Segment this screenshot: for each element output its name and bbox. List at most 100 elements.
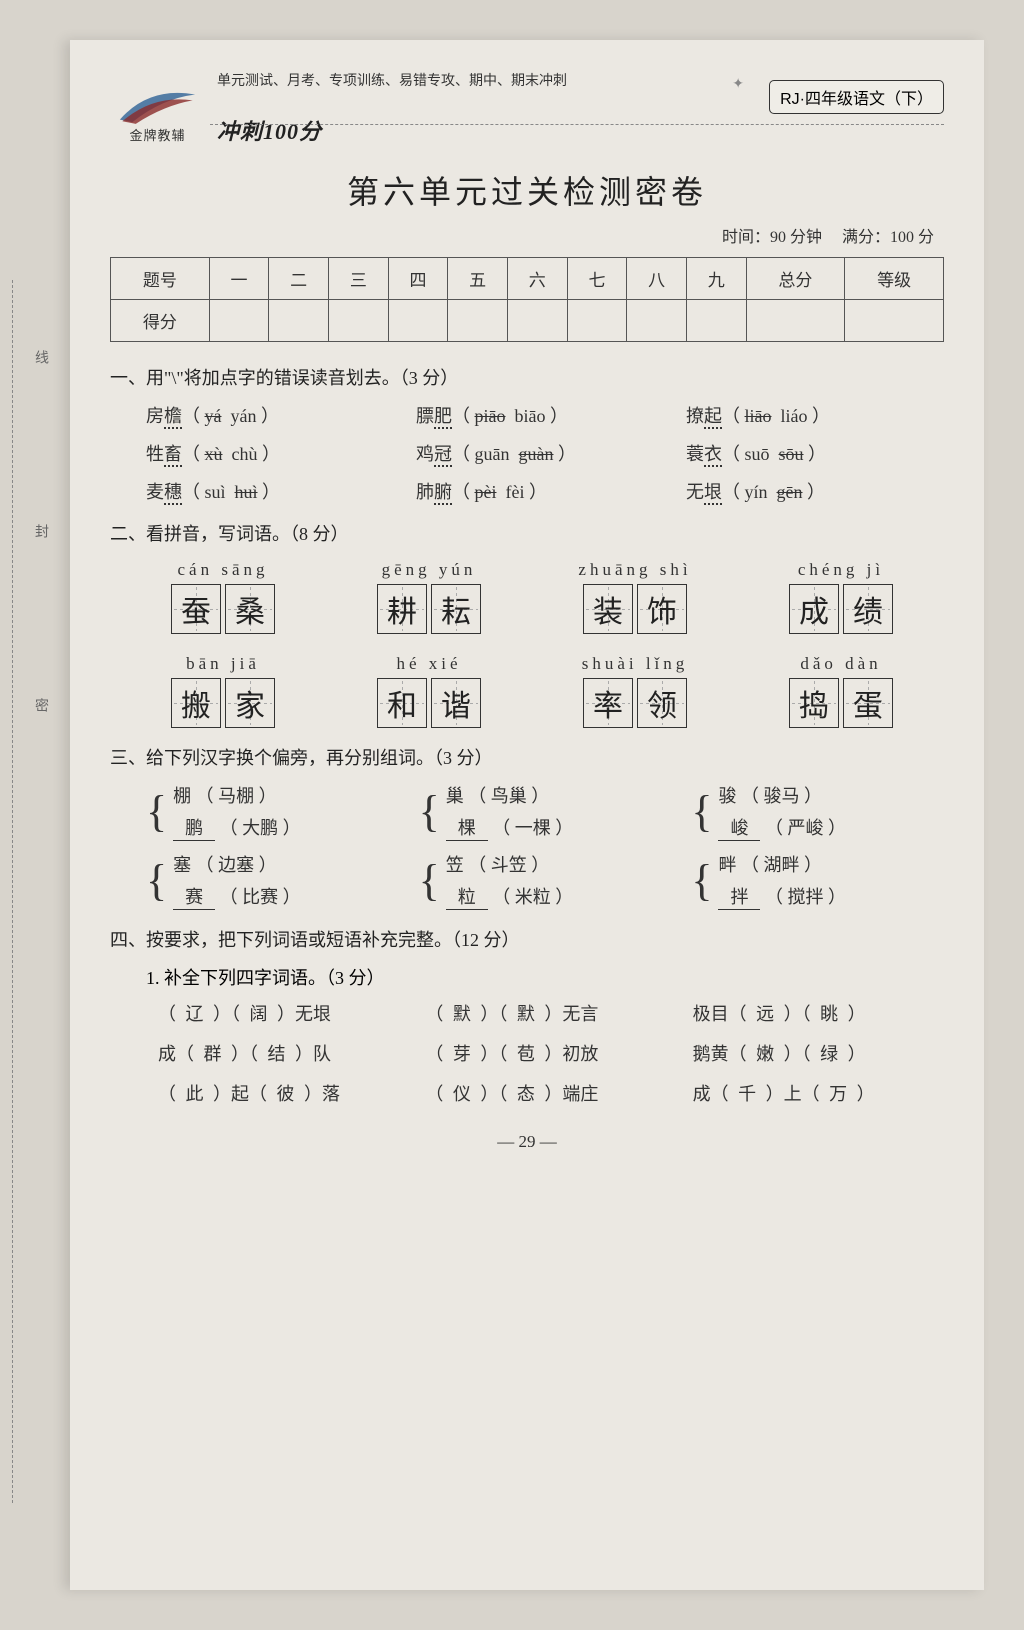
q1-item: 膘肥（ piāo biāo ） <box>416 402 674 428</box>
score-col: 题号 <box>111 258 210 300</box>
q1-item: 撩起（ liāo liáo ） <box>686 402 944 428</box>
pinyin-text: gēng yún <box>346 560 512 580</box>
q4-item: （ 辽 ）（ 阔 ）无垠 <box>158 1000 409 1026</box>
score-col: 八 <box>627 258 687 300</box>
score-col: 等级 <box>845 258 944 300</box>
char-box[interactable]: 家 <box>225 678 275 728</box>
score-cell[interactable] <box>686 300 746 342</box>
brand-logo: 金牌教辅 <box>110 82 205 144</box>
q1-item: 肺腑（ pèi fèi ） <box>416 478 674 504</box>
q1-item: 鸡冠（ guān guàn ） <box>416 440 674 466</box>
char-box[interactable]: 桑 <box>225 584 275 634</box>
score-cell[interactable] <box>269 300 329 342</box>
q4-item: （ 默 ）（ 默 ）无言 <box>425 1000 676 1026</box>
pinyin-text: bān jiā <box>140 654 306 674</box>
q4-item: （ 芽 ）（ 苞 ）初放 <box>425 1040 676 1066</box>
score-cell[interactable] <box>567 300 627 342</box>
score-col: 四 <box>388 258 448 300</box>
brand-text: 金牌教辅 <box>129 125 185 144</box>
score-cell[interactable] <box>507 300 567 342</box>
q4-item: 成（ 群 ）（ 结 ）队 <box>158 1040 409 1066</box>
char-box[interactable]: 蛋 <box>843 678 893 728</box>
exam-page: 金牌教辅 单元测试、月考、专项训练、易错专攻、期中、期末冲刺 冲刺100分 ✦ … <box>70 40 984 1590</box>
pinyin-text: zhuāng shì <box>552 560 718 580</box>
char-box[interactable]: 领 <box>637 678 687 728</box>
pinyin-text: dǎo dàn <box>758 654 924 674</box>
q3-pair: { 塞 （ 边塞 ） 赛 （ 比赛 ） <box>146 851 399 910</box>
score-col: 七 <box>567 258 627 300</box>
q3-pair: { 骏 （ 骏马 ） 峻 （ 严峻 ） <box>691 782 944 841</box>
q4-sub: 1. 补全下列四字词语。（3 分） <box>146 964 944 990</box>
score-col: 五 <box>448 258 508 300</box>
header-subtitle: 单元测试、月考、专项训练、易错专攻、期中、期末冲刺 <box>217 70 567 90</box>
char-box[interactable]: 搬 <box>171 678 221 728</box>
score-cell[interactable] <box>209 300 269 342</box>
score-cell[interactable] <box>328 300 388 342</box>
q2-grid: cán sāng 蚕桑 gēng yún 耕耘 zhuāng shì 装饰 chéng jì… <box>140 560 924 728</box>
q4-grid: （ 辽 ）（ 阔 ）无垠 （ 默 ）（ 默 ）无言极目（ 远 ）（ 眺 ） 成（ 群… <box>158 1000 944 1106</box>
q1-item: 蓑衣（ suō sōu ） <box>686 440 944 466</box>
pinyin-block: gēng yún 耕耘 <box>346 560 512 634</box>
char-box[interactable]: 装 <box>583 584 633 634</box>
char-box[interactable]: 耘 <box>431 584 481 634</box>
q3-pair: { 巢 （ 鸟巢 ） 棵 （ 一棵 ） <box>419 782 672 841</box>
q3-grid: { 棚 （ 马棚 ） 鹏 （ 大鹏 ） { 巢 （ 鸟巢 ） 棵 （ 一棵 ） … <box>146 782 944 910</box>
q4-item: 成（ 千 ）上（ 万 ） <box>693 1080 944 1106</box>
char-box[interactable]: 成 <box>789 584 839 634</box>
score-table: 题号一二三四五六七八九总分等级 得分 <box>110 257 944 342</box>
char-box[interactable]: 蚕 <box>171 584 221 634</box>
q1-item: 无垠（ yín gēn ） <box>686 478 944 504</box>
score-cell[interactable] <box>845 300 944 342</box>
score-cell[interactable] <box>627 300 687 342</box>
score-col: 一 <box>209 258 269 300</box>
pinyin-block: shuài lǐng 率领 <box>552 654 718 728</box>
score-col: 总分 <box>746 258 845 300</box>
pinyin-text: chéng jì <box>758 560 924 580</box>
q4-item: 极目（ 远 ）（ 眺 ） <box>693 1000 944 1026</box>
q1-title: 一、用"\"将加点字的错误读音划去。（3 分） <box>110 364 944 390</box>
score-row-label: 得分 <box>111 300 210 342</box>
pinyin-block: dǎo dàn 捣蛋 <box>758 654 924 728</box>
q1-item: 房檐（ yá yán ） <box>146 402 404 428</box>
page-number: — 29 — <box>110 1132 944 1152</box>
q1-grid: 房檐（ yá yán ） 膘肥（ piāo biāo ） 撩起（ liāo liáo… <box>146 402 944 504</box>
char-box[interactable]: 谐 <box>431 678 481 728</box>
score-col: 六 <box>507 258 567 300</box>
q3-pair: { 棚 （ 马棚 ） 鹏 （ 大鹏 ） <box>146 782 399 841</box>
q4-item: （ 仪 ）（ 态 ）端庄 <box>425 1080 676 1106</box>
q2-title: 二、看拼音，写词语。（8 分） <box>110 520 944 546</box>
pinyin-block: bān jiā 搬家 <box>140 654 306 728</box>
q1-item: 麦穗（ suì huì ） <box>146 478 404 504</box>
sparkle-icon: ✦ <box>732 76 744 93</box>
char-box[interactable]: 和 <box>377 678 427 728</box>
exam-meta: 时间：90 分钟 满分：100 分 <box>110 223 934 247</box>
pinyin-text: cán sāng <box>140 560 306 580</box>
header-slogan: 冲刺100分 <box>217 114 567 146</box>
q3-pair: { 畔 （ 湖畔 ） 拌 （ 搅拌 ） <box>691 851 944 910</box>
score-col: 二 <box>269 258 329 300</box>
score-cell[interactable] <box>448 300 508 342</box>
pinyin-block: zhuāng shì 装饰 <box>552 560 718 634</box>
score-cell[interactable] <box>388 300 448 342</box>
q3-pair: { 笠 （ 斗笠 ） 粒 （ 米粒 ） <box>419 851 672 910</box>
pinyin-text: hé xié <box>346 654 512 674</box>
char-box[interactable]: 率 <box>583 678 633 728</box>
char-box[interactable]: 饰 <box>637 584 687 634</box>
char-box[interactable]: 耕 <box>377 584 427 634</box>
q3-title: 三、给下列汉字换个偏旁，再分别组词。（3 分） <box>110 744 944 770</box>
pinyin-text: shuài lǐng <box>552 654 718 674</box>
pinyin-block: chéng jì 成绩 <box>758 560 924 634</box>
q1-item: 牲畜（ xù chù ） <box>146 440 404 466</box>
score-cell[interactable] <box>746 300 845 342</box>
side-label: 封 <box>30 524 50 538</box>
char-box[interactable]: 绩 <box>843 584 893 634</box>
score-col: 九 <box>686 258 746 300</box>
side-label: 线 <box>30 350 50 364</box>
pinyin-block: cán sāng 蚕桑 <box>140 560 306 634</box>
char-box[interactable]: 捣 <box>789 678 839 728</box>
pinyin-block: hé xié 和谐 <box>346 654 512 728</box>
grade-badge: RJ·四年级语文（下） <box>769 80 944 114</box>
header-row: 金牌教辅 单元测试、月考、专项训练、易错专攻、期中、期末冲刺 冲刺100分 ✦ … <box>110 70 944 144</box>
side-label: 密 <box>30 698 50 712</box>
page-title: 第六单元过关检测密卷 <box>110 167 944 213</box>
